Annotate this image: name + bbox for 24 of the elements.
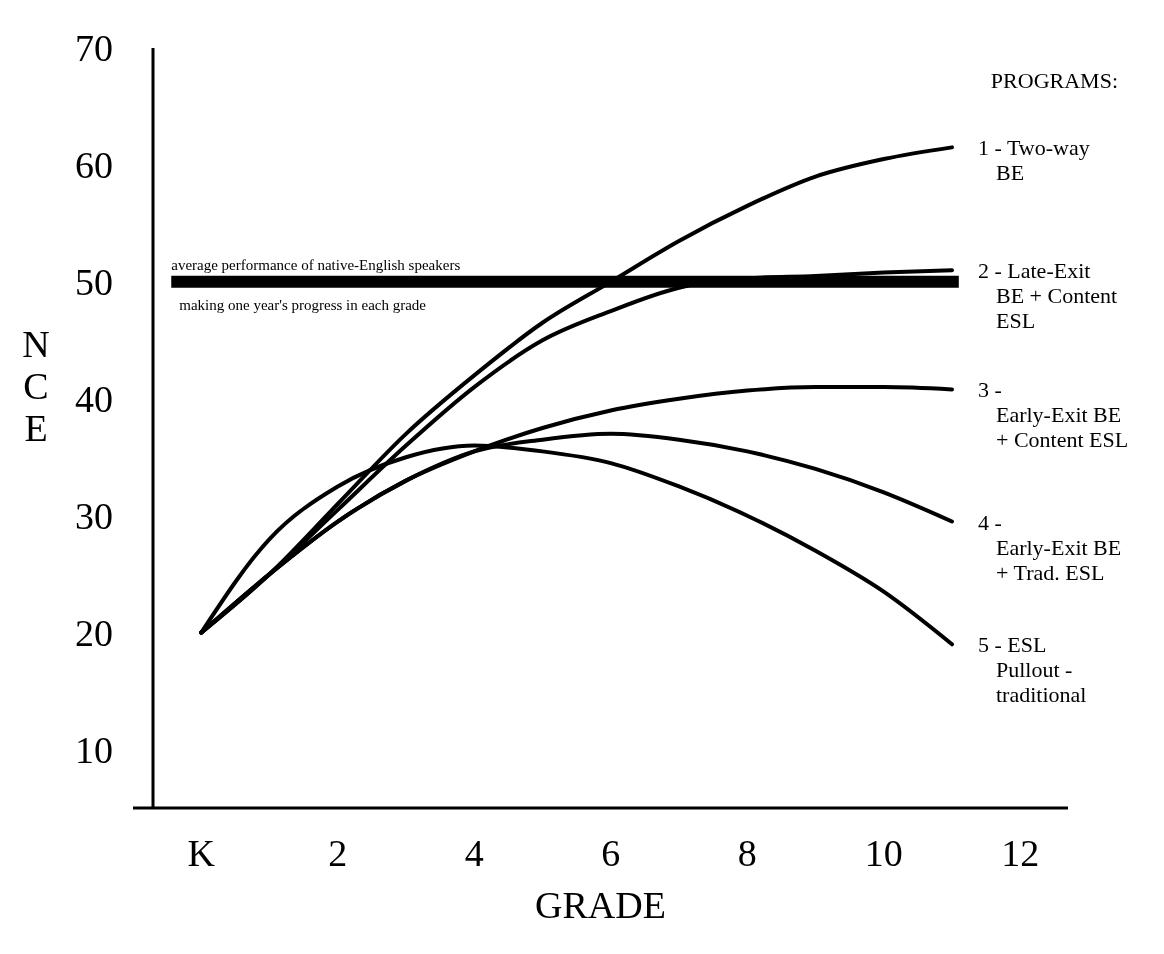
ref-line-label: average performance of native-English speakers <box>171 256 461 273</box>
y-tick-label: 70 <box>75 27 113 70</box>
series-label: 4 - Early-Exit BE + Trad. ESL <box>977 509 1122 585</box>
y-axis-title: NCE <box>22 322 50 449</box>
x-tick-label: 12 <box>1001 832 1040 874</box>
annotation: making one year's progress in each grade <box>179 296 427 313</box>
series-label: 5 - ESL Pullout - traditional <box>977 632 1087 708</box>
y-tick-label: 50 <box>75 261 113 304</box>
x-tick-label: K <box>187 832 216 874</box>
x-tick-label: 8 <box>737 832 757 874</box>
x-tick-label: 4 <box>464 832 484 874</box>
series-label: 2 - Late-Exit BE + Content ESL <box>977 258 1118 334</box>
y-tick-label: 30 <box>75 494 113 537</box>
x-tick-label: 6 <box>601 832 621 874</box>
y-tick-label: 10 <box>75 728 113 771</box>
y-tick-label: 60 <box>75 144 113 187</box>
x-tick-label: 2 <box>328 832 348 874</box>
series-label: 3 - Early-Exit BE + Content ESL <box>977 377 1129 453</box>
y-tick-label: 20 <box>75 611 113 654</box>
x-tick-label: 10 <box>864 832 903 874</box>
x-axis-title: GRADE <box>535 884 666 926</box>
legend-title: PROGRAMS: <box>990 68 1118 93</box>
series-label: 1 - Two-way BE <box>977 135 1090 186</box>
y-tick-label: 40 <box>75 378 113 421</box>
